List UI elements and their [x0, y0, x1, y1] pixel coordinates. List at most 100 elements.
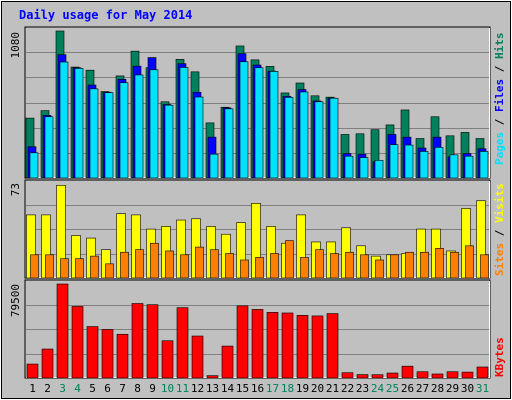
day-label: 22 [341, 382, 354, 395]
pages-bar [359, 157, 369, 179]
sites-bar [180, 254, 189, 279]
kbytes-bar [386, 372, 399, 379]
day-label: 27 [416, 382, 429, 395]
day-label: 8 [134, 382, 141, 395]
pages-bar [344, 155, 354, 179]
sites-bar [105, 263, 114, 279]
legend-hits: Hits [493, 33, 506, 60]
kbytes-bar [296, 315, 309, 379]
pages-bar [299, 91, 309, 179]
kbytes-bar [251, 309, 264, 379]
sites-bar [240, 259, 249, 279]
sites-bar [165, 250, 174, 279]
sites-bar [225, 253, 234, 279]
pages-bar [239, 61, 249, 179]
day-label: 6 [104, 382, 111, 395]
kbytes-bar [446, 371, 459, 379]
hits-files-pages-panel [24, 26, 491, 179]
pages-bar [44, 116, 54, 179]
mid-legend: Sites / Visits [493, 183, 506, 276]
mid-ymax-label: 73 [9, 183, 22, 196]
pages-bar [59, 61, 69, 179]
day-label: 20 [311, 382, 324, 395]
pages-bar [74, 68, 84, 179]
kbytes-bar [116, 333, 129, 379]
sites-bar [90, 255, 99, 279]
pages-bar [374, 160, 384, 179]
sites-bar [435, 248, 444, 279]
pages-bar [449, 154, 459, 179]
pages-bar [134, 74, 144, 179]
kbytes-bar [56, 283, 69, 379]
kbytes-bar [356, 374, 369, 379]
pages-bar [89, 88, 99, 179]
kbytes-bar [161, 340, 174, 379]
legend-top-text: Pages / Files / Hits [493, 33, 506, 166]
pages-bar [209, 153, 219, 179]
day-label: 1 [29, 382, 36, 395]
sites-bar [285, 240, 294, 279]
top-legend: Pages / Files / Hits [493, 33, 506, 166]
sites-bar [330, 253, 339, 279]
kbytes-bar [71, 306, 84, 379]
day-label: 4 [74, 382, 81, 395]
kbytes-bar [221, 345, 234, 379]
pages-bar [194, 96, 204, 179]
kbytes-bar [206, 375, 219, 379]
kbytes-bar [176, 307, 189, 379]
pages-bar [269, 71, 279, 179]
kbytes-bar [41, 348, 54, 379]
sites-bar [120, 251, 129, 279]
day-label: 11 [176, 382, 189, 395]
kbytes-bar [371, 374, 384, 379]
legend-visits: Visits [493, 183, 506, 223]
sites-bar [465, 245, 474, 279]
legend-mid-text: Sites / Visits [493, 183, 506, 276]
pages-bar [419, 151, 429, 179]
kbytes-bar [191, 335, 204, 379]
sites-bar [300, 257, 309, 279]
day-label: 28 [431, 382, 444, 395]
day-label: 26 [401, 382, 414, 395]
pages-bar [254, 67, 264, 179]
day-label: 14 [221, 382, 235, 395]
pages-bar [149, 69, 159, 179]
legend-files: Files [493, 79, 506, 112]
legend-separator: / [493, 112, 506, 132]
sites-bar [480, 254, 489, 279]
visits-sites-panel [24, 179, 491, 279]
chart-title: Daily usage for May 2014 [19, 8, 192, 22]
sites-bar [270, 253, 279, 279]
top-ymax-label: 1080 [9, 32, 22, 59]
sites-bar [135, 249, 144, 279]
kbytes-bar [26, 363, 39, 379]
day-label: 21 [326, 382, 339, 395]
pages-bar [224, 108, 234, 179]
pages-bar [434, 147, 444, 179]
legend-separator: / [493, 223, 506, 243]
day-label: 3 [59, 382, 66, 395]
kbytes-bar [86, 326, 99, 379]
day-label: 2 [44, 382, 51, 395]
sites-bar [405, 251, 414, 279]
pages-bar [329, 97, 339, 179]
day-label: 13 [206, 382, 219, 395]
kbytes-bar [311, 315, 324, 379]
day-label: 5 [89, 382, 96, 395]
kbytes-bar [281, 312, 294, 379]
day-label: 30 [461, 382, 474, 395]
kbytes-bar [266, 312, 279, 379]
sites-bar [450, 251, 459, 279]
pages-bar [389, 144, 399, 179]
sites-bar [30, 254, 39, 279]
kbytes-bar [341, 372, 354, 379]
pages-bar [29, 152, 39, 179]
legend-bot-text: KBytes [493, 337, 506, 377]
bottom-ymax-label: 79500 [9, 284, 22, 317]
day-label: 7 [119, 382, 126, 395]
day-label: 9 [149, 382, 156, 395]
day-label: 31 [476, 382, 489, 395]
pages-bar [179, 67, 189, 179]
pages-bar [464, 155, 474, 179]
